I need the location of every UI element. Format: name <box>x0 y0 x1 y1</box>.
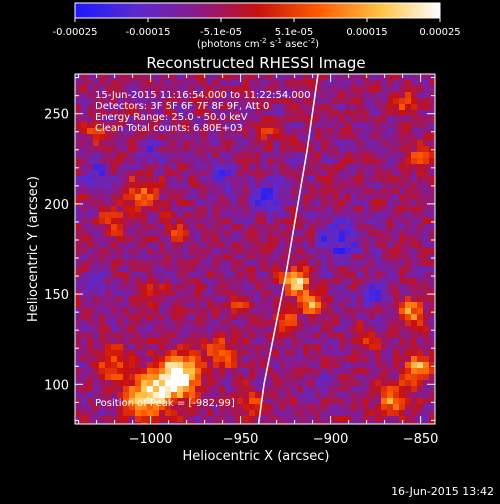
colorbar-units: (photons cm-2 s-1 asec-2) <box>197 37 319 50</box>
info-line: Energy Range: 25.0 - 50.0 keV <box>95 112 248 123</box>
x-tick-label: −850 <box>403 432 439 447</box>
y-axis-label: Heliocentric Y (arcsec) <box>26 176 41 322</box>
heatmap <box>75 74 435 424</box>
colorbar-tick-label: 5.1e-05 <box>275 27 313 38</box>
colorbar-ticks: -0.00025 -0.00015 -5.1e-05 5.1e-05 0.00015 0.… <box>53 18 461 38</box>
colorbar-tick-label: 0.00025 <box>419 27 460 38</box>
footer-timestamp: 16-Jun-2015 13:42 <box>391 485 494 498</box>
colorbar <box>74 2 441 19</box>
x-tick-label: −950 <box>223 432 259 447</box>
colorbar-tick-label: -0.00025 <box>53 27 98 38</box>
y-tick-label: 200 <box>44 198 69 213</box>
info-line: Clean Total counts: 6.80E+03 <box>95 123 243 134</box>
x-tick-label: −1000 <box>129 432 173 447</box>
peak-position-label: Position of Peak = [-982,99] <box>95 398 235 409</box>
y-axis: 100 150 200 250 <box>44 77 435 421</box>
info-line: Detectors: 3F 5F 6F 7F 8F 9F, Att 0 <box>95 101 269 112</box>
solar-limb-curve <box>257 74 319 424</box>
observation-info: 15-Jun-2015 11:16:54.000 to 11:22:54.000… <box>95 90 311 134</box>
y-tick-label: 100 <box>44 378 69 393</box>
y-tick-label: 150 <box>44 288 69 303</box>
info-line: 15-Jun-2015 11:16:54.000 to 11:22:54.000 <box>95 90 311 101</box>
x-tick-label: −900 <box>313 432 349 447</box>
colorbar-tick-label: -0.00015 <box>126 27 171 38</box>
x-axis: −1000 −950 −900 −850 <box>78 74 439 447</box>
colorbar-tick-label: -5.1e-05 <box>200 27 242 38</box>
y-tick-label: 250 <box>44 108 69 123</box>
x-axis-label: Heliocentric X (arcsec) <box>183 449 330 464</box>
chart-title: Reconstructed RHESSI Image <box>146 54 365 72</box>
plot-frame <box>74 73 436 425</box>
colorbar-tick-label: 0.00015 <box>346 27 387 38</box>
